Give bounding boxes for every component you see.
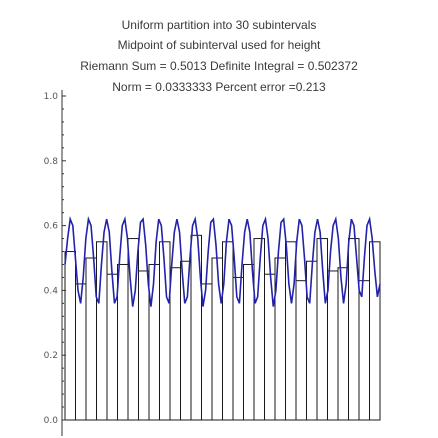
riemann-rectangle-2 xyxy=(75,283,87,421)
y-tick-label: 0.4 xyxy=(44,286,59,296)
y-tick-label: 0.2 xyxy=(44,351,58,361)
title-line-4: Norm = 0.0333333 Percent error =0.213 xyxy=(112,80,326,94)
function-curve xyxy=(64,216,381,307)
riemann-rectangle-18 xyxy=(243,263,255,421)
riemann-rectangle-27 xyxy=(337,267,349,421)
riemann-rectangle-11 xyxy=(169,267,181,421)
riemann-rectangle-6 xyxy=(117,263,129,421)
y-tick-label: 0.0 xyxy=(44,416,59,426)
riemann-rectangle-15 xyxy=(211,257,223,421)
riemann-rectangle-8 xyxy=(138,270,150,421)
y-tick-label: 0.6 xyxy=(44,222,59,232)
title-line-2: Midpoint of subinterval used for height xyxy=(117,38,321,52)
y-tick-label: 0.8 xyxy=(44,157,59,167)
riemann-rectangle-29 xyxy=(358,280,370,421)
y-tick-label: 1.0 xyxy=(44,92,59,102)
riemann-rectangle-1 xyxy=(64,251,76,421)
riemann-rectangle-24 xyxy=(306,260,318,421)
y-axis: 0.0 0.2 0.4 0.6 0.8 1.0 xyxy=(44,90,66,436)
riemann-rectangle-20 xyxy=(264,273,276,421)
function-curve-layer xyxy=(64,216,381,307)
title-line-3: Riemann Sum = 0.5013 Definite Integral =… xyxy=(80,59,358,73)
riemann-rectangle-26 xyxy=(327,270,339,421)
riemann-rectangle-23 xyxy=(295,280,307,421)
riemann-rectangles xyxy=(64,234,381,421)
riemann-rectangle-9 xyxy=(148,263,160,421)
riemann-rectangle-5 xyxy=(106,273,118,421)
riemann-rectangle-30 xyxy=(369,241,381,421)
riemann-rectangle-12 xyxy=(180,260,192,421)
title-line-1: Uniform partition into 30 subintervals xyxy=(121,18,317,32)
